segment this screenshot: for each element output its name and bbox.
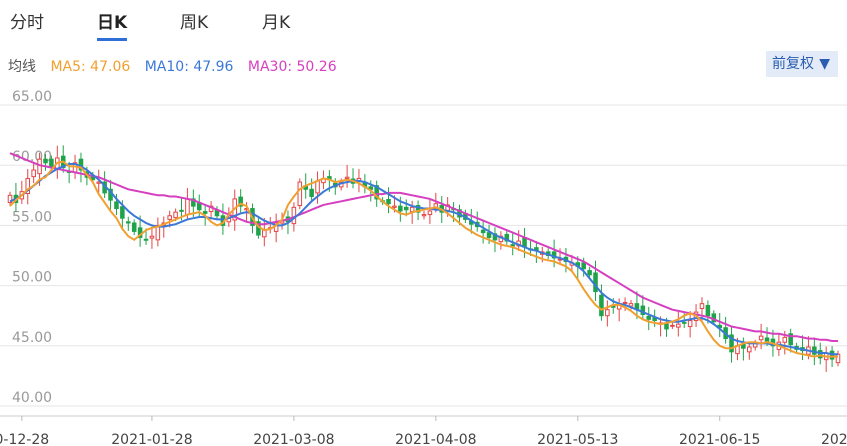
x-tick-label: 0-12-28 bbox=[0, 432, 49, 446]
candle-body bbox=[31, 169, 36, 178]
period-tabs: 分时 日K 周K 月K bbox=[0, 0, 847, 44]
ma10-line bbox=[9, 163, 838, 356]
candle-body bbox=[676, 323, 681, 328]
candle-body bbox=[297, 181, 303, 207]
y-tick-label: 45.00 bbox=[12, 330, 52, 346]
x-tick-label: 2021-07-15 bbox=[821, 432, 847, 446]
tab-intraday[interactable]: 分时 bbox=[10, 13, 44, 33]
x-tick-label: 2021-01-28 bbox=[111, 432, 192, 446]
candle-body bbox=[398, 205, 403, 212]
tab-monthly-k[interactable]: 月K bbox=[262, 13, 291, 33]
ma5-value: MA5: 47.06 bbox=[50, 59, 131, 75]
candle-body bbox=[758, 335, 764, 341]
moving-average-legend: 均线 MA5: 47.06 MA10: 47.96 MA30: 50.26 bbox=[8, 56, 347, 76]
candle-body bbox=[368, 186, 374, 190]
candle-body bbox=[238, 196, 243, 207]
candle-body bbox=[486, 232, 492, 238]
candle-body bbox=[835, 353, 841, 364]
candle-body bbox=[764, 337, 770, 342]
x-tick-label: 2021-05-13 bbox=[537, 432, 618, 446]
ma30-line bbox=[9, 152, 838, 342]
candle-body bbox=[143, 238, 149, 241]
candle-body bbox=[670, 324, 675, 327]
ma30-value: MA30: 50.26 bbox=[247, 59, 337, 75]
candle-body bbox=[687, 320, 693, 328]
candle-body bbox=[202, 211, 208, 214]
candle-body bbox=[185, 198, 190, 216]
candle-body bbox=[409, 206, 415, 213]
candle-body bbox=[699, 303, 705, 309]
candle-body bbox=[587, 270, 592, 276]
y-tick-label: 65.00 bbox=[12, 89, 52, 105]
candle-body bbox=[788, 333, 793, 346]
candle-body bbox=[782, 336, 788, 343]
chevron-down-icon: ▼ bbox=[819, 56, 830, 72]
candle-body bbox=[681, 321, 687, 324]
candle-body bbox=[392, 205, 397, 208]
candle-body bbox=[149, 235, 155, 239]
candle-body bbox=[705, 304, 711, 317]
ma-legend-label: 均线 bbox=[8, 59, 36, 75]
candle-body bbox=[120, 206, 125, 219]
candle-body bbox=[480, 229, 486, 234]
y-tick-label: 60.00 bbox=[12, 149, 52, 165]
candle-body bbox=[155, 224, 161, 241]
candle-body bbox=[551, 251, 557, 259]
y-tick-label: 40.00 bbox=[12, 390, 52, 406]
y-tick-label: 50.00 bbox=[12, 270, 52, 286]
candle-body bbox=[427, 210, 433, 216]
price-adjust-label: 前复权 bbox=[772, 56, 814, 72]
x-tick-label: 2021-03-08 bbox=[253, 432, 334, 446]
candle-body bbox=[640, 305, 646, 315]
candle-body bbox=[747, 346, 752, 353]
candle-body bbox=[173, 211, 178, 219]
candle-body bbox=[374, 185, 379, 200]
candle-body bbox=[344, 176, 350, 179]
candle-body bbox=[131, 222, 137, 232]
candle-body bbox=[622, 301, 628, 304]
kline-chart[interactable]: 65.00 60.00 55.00 50.00 45.00 40.00 0-12-28 202… bbox=[0, 88, 847, 446]
candle-body bbox=[729, 334, 734, 353]
tab-weekly-k[interactable]: 周K bbox=[180, 13, 209, 33]
candle-body bbox=[403, 206, 409, 211]
candle-body bbox=[421, 214, 427, 217]
candle-body bbox=[593, 272, 598, 293]
candle-body bbox=[581, 262, 586, 270]
x-tick-label: 2021-04-08 bbox=[395, 432, 476, 446]
candle-body bbox=[114, 201, 119, 210]
candle-body bbox=[510, 244, 515, 247]
candle-body bbox=[191, 198, 196, 207]
candle-body bbox=[7, 194, 13, 204]
y-tick-label: 55.00 bbox=[12, 209, 52, 225]
candle-body bbox=[817, 350, 823, 359]
candle-body bbox=[628, 303, 634, 307]
candle-body bbox=[386, 199, 391, 205]
candle-body bbox=[179, 209, 184, 212]
tab-daily-k[interactable]: 日K bbox=[97, 13, 128, 33]
candle-body bbox=[646, 315, 652, 320]
price-adjust-dropdown[interactable]: 前复权 ▼ bbox=[766, 51, 838, 77]
candle-body bbox=[43, 158, 48, 164]
candle-body bbox=[309, 188, 314, 198]
candle-body bbox=[415, 205, 421, 213]
candle-body bbox=[599, 294, 604, 317]
ma10-value: MA10: 47.96 bbox=[144, 59, 234, 75]
active-tab-indicator bbox=[97, 38, 127, 41]
candle-body bbox=[504, 233, 510, 242]
ma5-line bbox=[9, 160, 838, 358]
candle-body bbox=[167, 215, 172, 220]
x-tick-label: 2021-06-15 bbox=[679, 432, 760, 446]
candle-body bbox=[126, 221, 131, 224]
candle-body bbox=[315, 180, 320, 194]
candle-body bbox=[605, 309, 610, 317]
candle-body bbox=[25, 177, 31, 194]
